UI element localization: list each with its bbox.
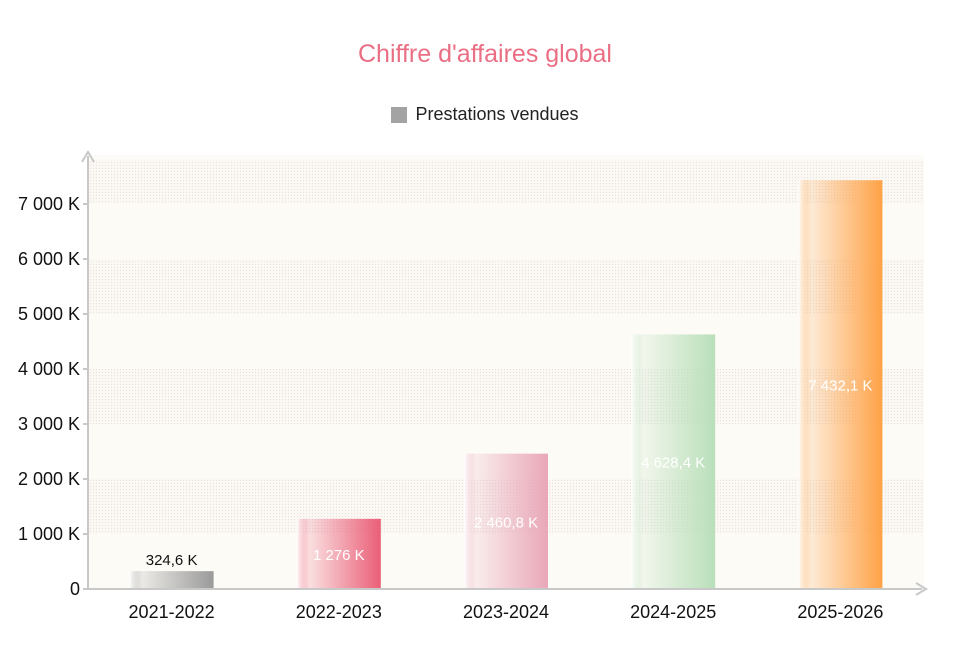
x-tick-label-2025-2026: 2025-2026	[797, 602, 883, 622]
y-tick-label: 1 000 K	[18, 524, 80, 544]
data-label-2024-2025: 4 628,4 K	[641, 455, 705, 472]
y-tick-label: 2 000 K	[18, 469, 80, 489]
y-tick-label: 4 000 K	[18, 359, 80, 379]
data-label-2025-2026: 7 432,1 K	[808, 378, 872, 395]
bar-2022-2023	[296, 518, 381, 589]
grid-band	[88, 259, 924, 314]
chart-title: Chiffre d'affaires global	[357, 40, 612, 68]
data-label-2023-2024: 2 460,8 K	[474, 514, 538, 531]
grid-band	[88, 369, 924, 424]
y-axis-arrow	[81, 150, 95, 163]
grid-band	[88, 314, 924, 369]
x-tick-label-2021-2022: 2021-2022	[129, 602, 215, 622]
x-tick-label-2023-2024: 2023-2024	[463, 602, 549, 622]
x-axis-arrow	[915, 582, 928, 596]
x-tick-label-2022-2023: 2022-2023	[296, 602, 382, 622]
y-tick-label: 7 000 K	[18, 194, 80, 214]
bar-2021-2022	[129, 571, 214, 589]
bar-2024-2025	[631, 334, 716, 589]
grid-band	[88, 160, 924, 204]
y-tick-label: 5 000 K	[18, 304, 80, 324]
labels: 324,6 K 2021-2022 1 276 K 2022-2023 2 460,8 …	[18, 194, 884, 622]
y-tick-label: 0	[70, 579, 80, 599]
bars	[129, 180, 883, 589]
bar-2023-2024	[464, 453, 548, 589]
x-tick-label-2024-2025: 2024-2025	[630, 602, 716, 622]
data-label-2022-2023: 1 276 K	[313, 547, 365, 564]
grid-band	[88, 204, 924, 259]
y-tick-label: 3 000 K	[18, 414, 80, 434]
axes	[81, 150, 928, 596]
y-tick-label: 6 000 K	[18, 249, 80, 269]
legend-swatch	[391, 106, 408, 123]
bar-2025-2026	[798, 180, 883, 589]
legend-label: Prestations vendues	[415, 104, 579, 124]
chart-legend: Prestations vendues	[0, 104, 970, 125]
data-label-2021-2022: 324,6 K	[146, 552, 198, 569]
